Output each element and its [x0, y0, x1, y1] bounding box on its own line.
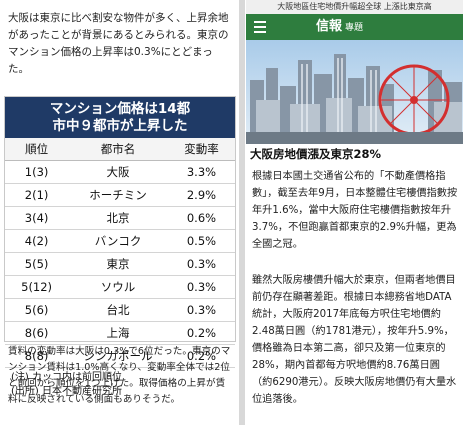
table-note-parentheses: (注) カッコ内は前回順位	[11, 372, 122, 383]
city-cell: 大阪	[68, 160, 168, 184]
rank-cell: 5(5)	[5, 252, 69, 276]
city-cell: 北京	[68, 206, 168, 230]
app-header-bar: 信報 專題	[246, 14, 463, 40]
table-row: 5(5) 東京 0.3%	[5, 252, 235, 276]
rank-cell: 5(12)	[5, 275, 69, 299]
ranking-table-card: マンション価格は14都 市中９都市が上昇した 順位 都市名 変動率 1(3) 大阪…	[4, 96, 236, 397]
rate-cell: 0.3%	[167, 298, 235, 322]
left-article-panel: 大阪は東京に比べ割安な物件が多く、上昇余地があったことが背景にあるとみられる。東…	[4, 12, 236, 405]
city-cell: シンガポール	[68, 344, 168, 368]
table-row: 4(2) バンコク 0.5%	[5, 229, 235, 253]
brand-logo[interactable]: 信報 專題	[316, 18, 363, 37]
ranking-table-title: マンション価格は14都 市中９都市が上昇した	[5, 97, 235, 138]
brand-name: 信報	[316, 19, 343, 34]
column-header-city: 都市名	[68, 138, 168, 161]
table-notes: (注) カッコ内は前回順位 (出所) 日本不動産研究所	[5, 368, 235, 402]
panel-divider	[239, 0, 245, 425]
rank-cell: 5(6)	[5, 298, 69, 322]
article-paragraph-2: 雖然大阪房樓價升幅大於東京，但兩者地價目前仍存在顯著差距。根據日本總務省地DAT…	[252, 275, 457, 405]
left-footer-text: 賃料の変動率は大阪は0.3%で6位だった。東京のマンション賃料は1.0%高くなり…	[8, 346, 231, 405]
left-intro-text: 大阪は東京に比べ割安な物件が多く、上昇余地があったことが背景にあるとみられる。東…	[8, 12, 229, 75]
brand-section: 專題	[345, 23, 364, 33]
city-cell: バンコク	[68, 229, 168, 253]
table-row: 5(12) ソウル 0.3%	[5, 275, 235, 299]
table-row: 1(3) 大阪 3.3%	[5, 160, 235, 184]
city-cell: ホーチミン	[68, 183, 168, 207]
table-header-row: 順位 都市名 変動率	[5, 138, 235, 161]
article-paragraph-1: 根據日本國土交通省公布的「不動產價格指數」，截至去年9月，日本整體住宅樓價指數按…	[252, 171, 458, 250]
rank-cell: 3(4)	[5, 206, 69, 230]
rank-cell: 1(3)	[5, 160, 69, 184]
table-row: 3(4) 北京 0.6%	[5, 206, 235, 230]
hamburger-menu-icon[interactable]	[254, 21, 266, 33]
rate-cell: 0.2%	[167, 321, 235, 345]
article-headline[interactable]: 大阪房地價漲及東京28%	[250, 147, 382, 161]
rank-cell: 8(6)	[5, 321, 69, 345]
column-header-rate: 変動率	[167, 138, 235, 161]
city-skyline-photo	[246, 40, 463, 144]
rate-cell: 3.3%	[167, 160, 235, 184]
right-article-panel: 大阪地區住宅地價升幅超全球 上漲比東京高 信報 專題	[246, 0, 463, 425]
ranking-table-title-line1: マンション価格は14都	[49, 101, 191, 117]
city-cell: ソウル	[68, 275, 168, 299]
table-note-source: (出所) 日本不動産研究所	[11, 386, 122, 397]
rate-cell: 0.5%	[167, 229, 235, 253]
rank-cell: 4(2)	[5, 229, 69, 253]
top-caption: 大阪地區住宅地價升幅超全球 上漲比東京高	[246, 0, 463, 14]
city-cell: 上海	[68, 321, 168, 345]
rate-cell: 0.6%	[167, 206, 235, 230]
city-cell: 東京	[68, 252, 168, 276]
rate-cell: 2.9%	[167, 183, 235, 207]
rate-cell: 0.3%	[167, 252, 235, 276]
ranking-table-title-line2: 市中９都市が上昇した	[52, 118, 188, 134]
rank-cell: 2(1)	[5, 183, 69, 207]
city-cell: 台北	[68, 298, 168, 322]
column-header-rank: 順位	[5, 138, 69, 161]
table-row: 5(6) 台北 0.3%	[5, 298, 235, 322]
table-row: 2(1) ホーチミン 2.9%	[5, 183, 235, 207]
rate-cell: 0.2%	[167, 344, 235, 368]
rate-cell: 0.3%	[167, 275, 235, 299]
rank-cell: 8(8)	[5, 344, 69, 368]
table-row: 8(6) 上海 0.2%	[5, 321, 235, 345]
table-row: 8(8) シンガポール 0.2%	[5, 344, 235, 368]
ranking-table: 順位 都市名 変動率 1(3) 大阪 3.3% 2(1) ホーチミン 2.9% 3(4)…	[5, 138, 235, 368]
